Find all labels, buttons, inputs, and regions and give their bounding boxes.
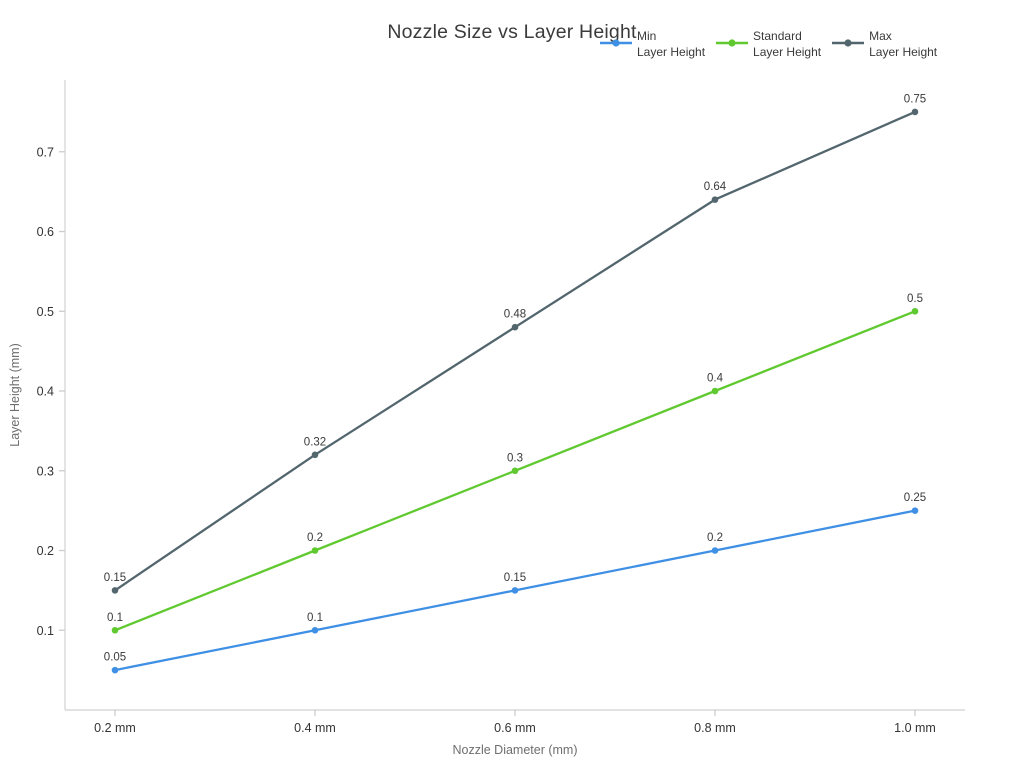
data-point-standard-layer-height-4 — [911, 307, 919, 315]
data-point-standard-layer-height-0 — [111, 626, 119, 634]
data-point-min-layer-height-3 — [711, 547, 719, 554]
legend-dot — [612, 39, 620, 47]
data-point-max-layer-height-3 — [711, 196, 719, 203]
x-tick-label: 0.4 mm — [294, 721, 336, 735]
y-tick-label: 0.4 — [37, 385, 54, 399]
point-label: 0.5 — [907, 293, 923, 305]
x-tick-label: 0.8 mm — [694, 721, 736, 735]
data-point-max-layer-height-2 — [511, 323, 519, 331]
legend-line-marker-icon — [716, 39, 749, 47]
x-tick-label: 1.0 mm — [894, 721, 936, 735]
point-label: 0.75 — [904, 93, 926, 105]
data-point-standard-layer-height-1 — [311, 547, 319, 554]
point-label: 0.3 — [507, 452, 523, 464]
y-tick-label: 0.6 — [37, 225, 54, 239]
data-point-max-layer-height-0 — [111, 587, 119, 594]
data-point-standard-layer-height-2 — [511, 467, 519, 475]
point-label: 0.2 — [707, 532, 723, 544]
legend-label: Standard Layer Height — [753, 29, 822, 59]
point-label: 0.15 — [504, 572, 526, 584]
y-tick-label: 0.1 — [37, 624, 54, 638]
point-label: 0.2 — [307, 532, 323, 544]
data-point-max-layer-height-1 — [311, 451, 319, 459]
data-point-min-layer-height-4 — [911, 507, 919, 514]
point-label: 0.05 — [104, 652, 126, 664]
legend-item-standard-layer-height[interactable]: Standard Layer Height — [715, 28, 821, 60]
data-point-standard-layer-height-3 — [711, 387, 719, 395]
point-label: 0.32 — [304, 436, 326, 448]
point-label: 0.1 — [307, 612, 323, 624]
y-tick-label: 0.2 — [37, 544, 54, 558]
legend-item-min-layer-height[interactable]: Min Layer Height — [599, 28, 705, 60]
point-label: 0.25 — [904, 492, 926, 504]
legend-label: Max Layer Height — [869, 29, 938, 59]
legend-line-marker-icon — [832, 39, 865, 47]
data-point-max-layer-height-4 — [911, 108, 919, 116]
point-label: 0.48 — [504, 309, 526, 321]
data-point-min-layer-height-0 — [111, 666, 119, 674]
y-tick-label: 0.3 — [37, 464, 54, 478]
x-axis-title: Nozzle Diameter (mm) — [452, 743, 577, 757]
data-point-min-layer-height-2 — [511, 587, 519, 594]
legend-dot — [844, 39, 852, 47]
point-label: 0.1 — [107, 612, 123, 624]
x-tick-label: 0.2 mm — [94, 721, 136, 735]
point-label: 0.64 — [704, 181, 727, 193]
x-tick-label: 0.6 mm — [494, 721, 536, 735]
y-tick-label: 0.5 — [37, 305, 54, 319]
data-point-min-layer-height-1 — [311, 626, 319, 634]
chart-title: Nozzle Size vs Layer Height — [387, 21, 637, 43]
point-label: 0.4 — [707, 373, 724, 385]
point-label: 0.15 — [104, 572, 126, 584]
series-line-max-layer-height — [113, 110, 917, 592]
legend-label: Min Layer Height — [637, 29, 706, 59]
y-tick-label: 0.7 — [37, 145, 54, 159]
legend-item-max-layer-height[interactable]: Max Layer Height — [831, 28, 937, 60]
legend: Min Layer Height Standard Layer Height Max La… — [599, 28, 937, 60]
legend-line-marker-icon — [600, 39, 632, 47]
legend-dot — [728, 39, 736, 47]
y-axis-title: Layer Height (mm) — [8, 343, 22, 447]
